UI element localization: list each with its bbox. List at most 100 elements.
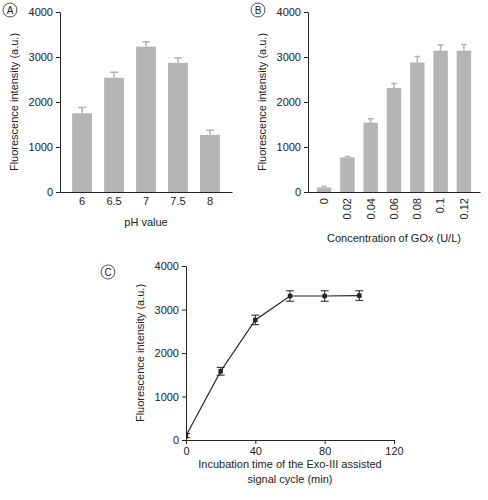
tick-label: 0 bbox=[318, 198, 330, 204]
tick-label: 0 bbox=[183, 445, 189, 457]
y-axis-label: Fluorescence intensity (a.u.) bbox=[256, 33, 268, 171]
figure: 0100020003000400066.577.58Fluorescence i… bbox=[0, 0, 488, 500]
tick-label: 0.02 bbox=[341, 198, 353, 219]
y-tick: 2000 bbox=[155, 347, 186, 359]
axis-line bbox=[187, 440, 395, 441]
tick-mark bbox=[186, 440, 187, 444]
bar bbox=[200, 135, 220, 192]
y-tick: 2000 bbox=[29, 96, 60, 108]
axis-line bbox=[308, 13, 309, 193]
tick-label: 8 bbox=[207, 195, 213, 207]
tick-label: 2000 bbox=[29, 96, 53, 108]
error-bar bbox=[174, 58, 182, 63]
y-tick: 4000 bbox=[277, 6, 308, 18]
tick-mark bbox=[304, 192, 308, 193]
error-bar bbox=[251, 315, 259, 325]
marker bbox=[322, 294, 326, 298]
tick-mark bbox=[325, 440, 326, 444]
tick-mark bbox=[304, 102, 308, 103]
axis-line bbox=[309, 192, 481, 193]
y-tick: 3000 bbox=[155, 304, 186, 316]
tick-label: 80 bbox=[319, 445, 331, 457]
bar bbox=[340, 157, 354, 192]
y-tick: 2000 bbox=[277, 96, 308, 108]
panel-label-text: A bbox=[7, 5, 14, 16]
y-axis: 0 1000 2000 3000 4000 bbox=[277, 6, 309, 198]
tick-label: 1000 bbox=[277, 141, 301, 153]
tick-label: 4000 bbox=[277, 6, 301, 18]
panel: 0100020003000400066.577.58Fluorescence i… bbox=[8, 6, 233, 228]
tick-label: 7 bbox=[143, 195, 149, 207]
bar bbox=[387, 88, 401, 192]
axis-line bbox=[186, 267, 187, 441]
axis-line bbox=[61, 192, 233, 193]
y-tick: 1000 bbox=[155, 391, 186, 403]
error-bar bbox=[286, 291, 294, 301]
x-axis-label: Incubation time of the Exo-III assisteds… bbox=[198, 458, 381, 485]
tick-label: 4000 bbox=[29, 6, 53, 18]
tick-label: 1000 bbox=[29, 141, 53, 153]
x-axis-label: Concentration of GOx (U/L) bbox=[327, 232, 461, 244]
x-axis: 0 40 80 120 bbox=[183, 440, 403, 457]
tick-mark bbox=[304, 147, 308, 148]
y-axis: 0 1000 2000 3000 4000 bbox=[29, 6, 61, 198]
error-bar bbox=[78, 107, 86, 113]
x-tick: 6 bbox=[79, 195, 85, 207]
tick-label: 0.04 bbox=[365, 198, 377, 219]
x-tick: 0 bbox=[183, 440, 189, 457]
error-bar bbox=[438, 45, 444, 51]
marker bbox=[218, 369, 222, 373]
plot-area bbox=[317, 44, 471, 192]
x-tick: 120 bbox=[385, 440, 403, 457]
error-bar bbox=[142, 42, 150, 47]
tick-mark bbox=[182, 440, 186, 441]
y-axis-label: Fluorescence intensity (a.u.) bbox=[8, 33, 20, 171]
tick-label: 0.1 bbox=[434, 198, 446, 213]
tick-mark bbox=[304, 57, 308, 58]
tick-label: 0 bbox=[295, 186, 301, 198]
y-axis: 01000200030004000 bbox=[155, 260, 187, 446]
axis-line bbox=[60, 13, 61, 193]
x-axis-label: pH value bbox=[124, 216, 167, 228]
tick-label: 0.08 bbox=[411, 198, 423, 219]
x-tick: 0.06 bbox=[388, 198, 400, 219]
tick-mark bbox=[182, 397, 186, 398]
panel: 0100020003000400004080120Fluorescence in… bbox=[134, 260, 404, 485]
x-tick: 0.04 bbox=[365, 198, 377, 219]
error-bar bbox=[344, 156, 350, 158]
marker bbox=[357, 293, 361, 297]
panel-label: C bbox=[101, 265, 115, 279]
tick-label: 40 bbox=[250, 445, 262, 457]
x-tick: 7.5 bbox=[170, 195, 185, 207]
y-tick: 4000 bbox=[29, 6, 60, 18]
bar bbox=[433, 51, 447, 192]
tick-label: 3000 bbox=[155, 304, 179, 316]
tick-mark bbox=[56, 12, 60, 13]
tick-label: 0.06 bbox=[388, 198, 400, 219]
bar bbox=[72, 113, 92, 192]
tick-label: 120 bbox=[385, 445, 403, 457]
error-bar bbox=[186, 433, 190, 437]
y-tick: 0 bbox=[47, 186, 60, 198]
tick-mark bbox=[394, 440, 395, 444]
tick-mark bbox=[182, 353, 186, 354]
error-bar bbox=[321, 186, 327, 188]
error-bar bbox=[217, 367, 225, 375]
x-axis: 0 0.02 0.04 0.06 0.08 0.1 0.12 bbox=[309, 193, 481, 220]
line bbox=[186, 296, 359, 436]
x-tick: 40 bbox=[250, 440, 262, 457]
y-tick: 3000 bbox=[29, 51, 60, 63]
plot-area bbox=[186, 291, 363, 438]
x-tick: 0 bbox=[318, 198, 330, 204]
x-tick: 7 bbox=[143, 195, 149, 207]
x-tick: 0.12 bbox=[458, 198, 470, 219]
panel-label-text: C bbox=[104, 267, 111, 278]
error-bar bbox=[391, 84, 397, 89]
tick-label: 1000 bbox=[155, 391, 179, 403]
tick-mark bbox=[304, 12, 308, 13]
y-tick: 3000 bbox=[277, 51, 308, 63]
x-tick: 0.02 bbox=[341, 198, 353, 219]
bar bbox=[168, 63, 188, 192]
x-axis: 66.577.58 bbox=[61, 193, 233, 207]
panel-label-circle bbox=[251, 3, 265, 17]
